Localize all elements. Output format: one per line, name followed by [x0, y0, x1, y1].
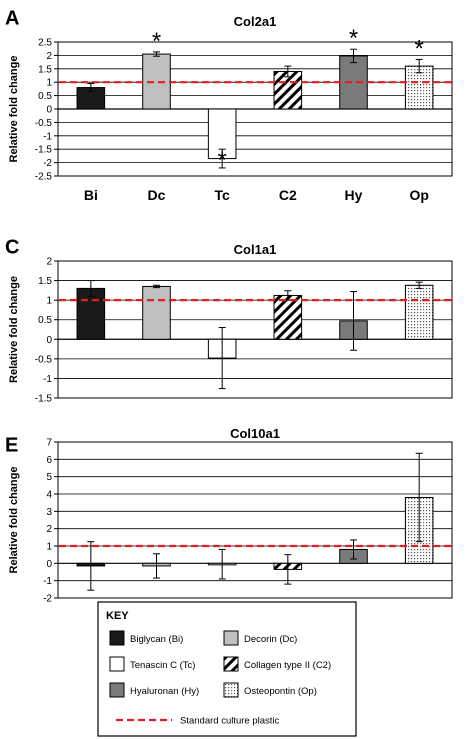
panel-letter: E: [5, 434, 18, 456]
x-tick-label: Dc: [148, 187, 166, 203]
key-swatch-op: [223, 682, 239, 698]
significance-star: *: [414, 35, 423, 62]
y-tick-label: 0: [46, 105, 52, 116]
y-tick-label: -2: [43, 158, 52, 169]
y-tick-label: 1: [46, 542, 52, 553]
chart-panel-a: A Col2a1 2.5 2 1.5 1 0.5 0 -0.5 -1 -1.5 -2 -2.5 Relat…: [5, 7, 453, 203]
y-tick-label: 1.5: [38, 276, 52, 287]
plot-frame: [57, 260, 453, 399]
key-label: Tenascin C (Tc): [130, 660, 195, 671]
y-tick-label: 5: [46, 472, 52, 483]
y-tick-label: 0: [46, 335, 52, 346]
key-label: Hyaluronan (Hy): [130, 686, 199, 697]
y-tick-label: -1.5: [35, 145, 53, 156]
y-axis-label: Relative fold change: [8, 467, 20, 574]
significance-star: *: [217, 147, 226, 174]
y-axis-label: Relative fold change: [8, 276, 20, 383]
y-tick-label: 2: [46, 257, 52, 268]
chart-panel-e: E Col10a1 7 6 5 4 3 2 1 0 -1 -2 Relative fold change: [5, 426, 453, 605]
y-tick-label: -2.5: [35, 172, 53, 183]
y-tick-label: -2: [43, 594, 52, 605]
x-tick-label: Hy: [345, 187, 363, 203]
x-tick-label: Tc: [215, 187, 231, 203]
key-swatch-tc: [109, 656, 125, 672]
key-swatch-bi: [109, 630, 125, 646]
bar-c2: [273, 294, 303, 340]
x-tick-label: Op: [409, 187, 428, 203]
bar-c2: [273, 70, 303, 110]
key-swatch-dc: [223, 630, 239, 646]
y-tick-label: 0.5: [38, 315, 52, 326]
y-tick-label: 3: [46, 507, 52, 518]
chart-title: Col1a1: [234, 242, 277, 257]
chart-title: Col10a1: [230, 426, 280, 441]
x-tick-label: C2: [279, 187, 297, 203]
y-tick-label: 2: [46, 51, 52, 62]
y-tick-label: 1.5: [38, 64, 52, 75]
chart-panel-c: C Col1a1 2 1.5 1 0.5 0 -0.5 -1 -1.5 Relative fold …: [5, 236, 453, 405]
x-tick-label: Bi: [84, 187, 98, 203]
bar-dc: [142, 285, 171, 340]
y-axis-label: Relative fold change: [8, 56, 20, 163]
y-tick-label: 1: [46, 296, 52, 307]
key-label: Collagen type II (C2): [244, 660, 331, 671]
key-reference-label: Standard culture plastic: [180, 716, 280, 727]
bar-hy: [339, 55, 368, 110]
y-tick-label: -1: [43, 576, 52, 587]
y-tick-label: 1: [46, 78, 52, 89]
plot-frame: [57, 441, 453, 599]
significance-star: *: [152, 28, 161, 55]
key-label: Osteopontin (Op): [244, 686, 317, 697]
y-tick-label: 2: [46, 524, 52, 535]
key-swatch-hy: [109, 682, 125, 698]
key-label: Biglycan (Bi): [130, 634, 183, 645]
significance-star: *: [349, 25, 358, 52]
y-tick-label: -1: [43, 131, 52, 142]
panel-letter: C: [5, 236, 19, 258]
y-tick-label: 0: [46, 559, 52, 570]
bar-dc: [142, 53, 171, 110]
y-tick-label: -0.5: [35, 354, 53, 365]
y-tick-label: -0.5: [35, 118, 53, 129]
y-tick-label: -1: [43, 374, 52, 385]
key-label: Decorin (Dc): [244, 634, 297, 645]
y-tick-label: 0.5: [38, 91, 52, 102]
y-tick-label: 7: [46, 438, 52, 449]
y-tick-label: 2.5: [38, 38, 52, 49]
bar-bi: [76, 287, 106, 340]
y-tick-label: -1.5: [35, 394, 53, 405]
panel-letter: A: [5, 7, 19, 29]
y-tick-label: 4: [46, 490, 52, 501]
y-tick-label: 6: [46, 455, 52, 466]
legend-key-box: KEY Biglycan (Bi) Decorin (Dc) Tenascin C (…: [97, 601, 357, 737]
key-swatch-c2: [223, 656, 239, 672]
key-title: KEY: [106, 610, 129, 622]
bar-op: [404, 284, 434, 340]
chart-title: Col2a1: [234, 14, 277, 29]
